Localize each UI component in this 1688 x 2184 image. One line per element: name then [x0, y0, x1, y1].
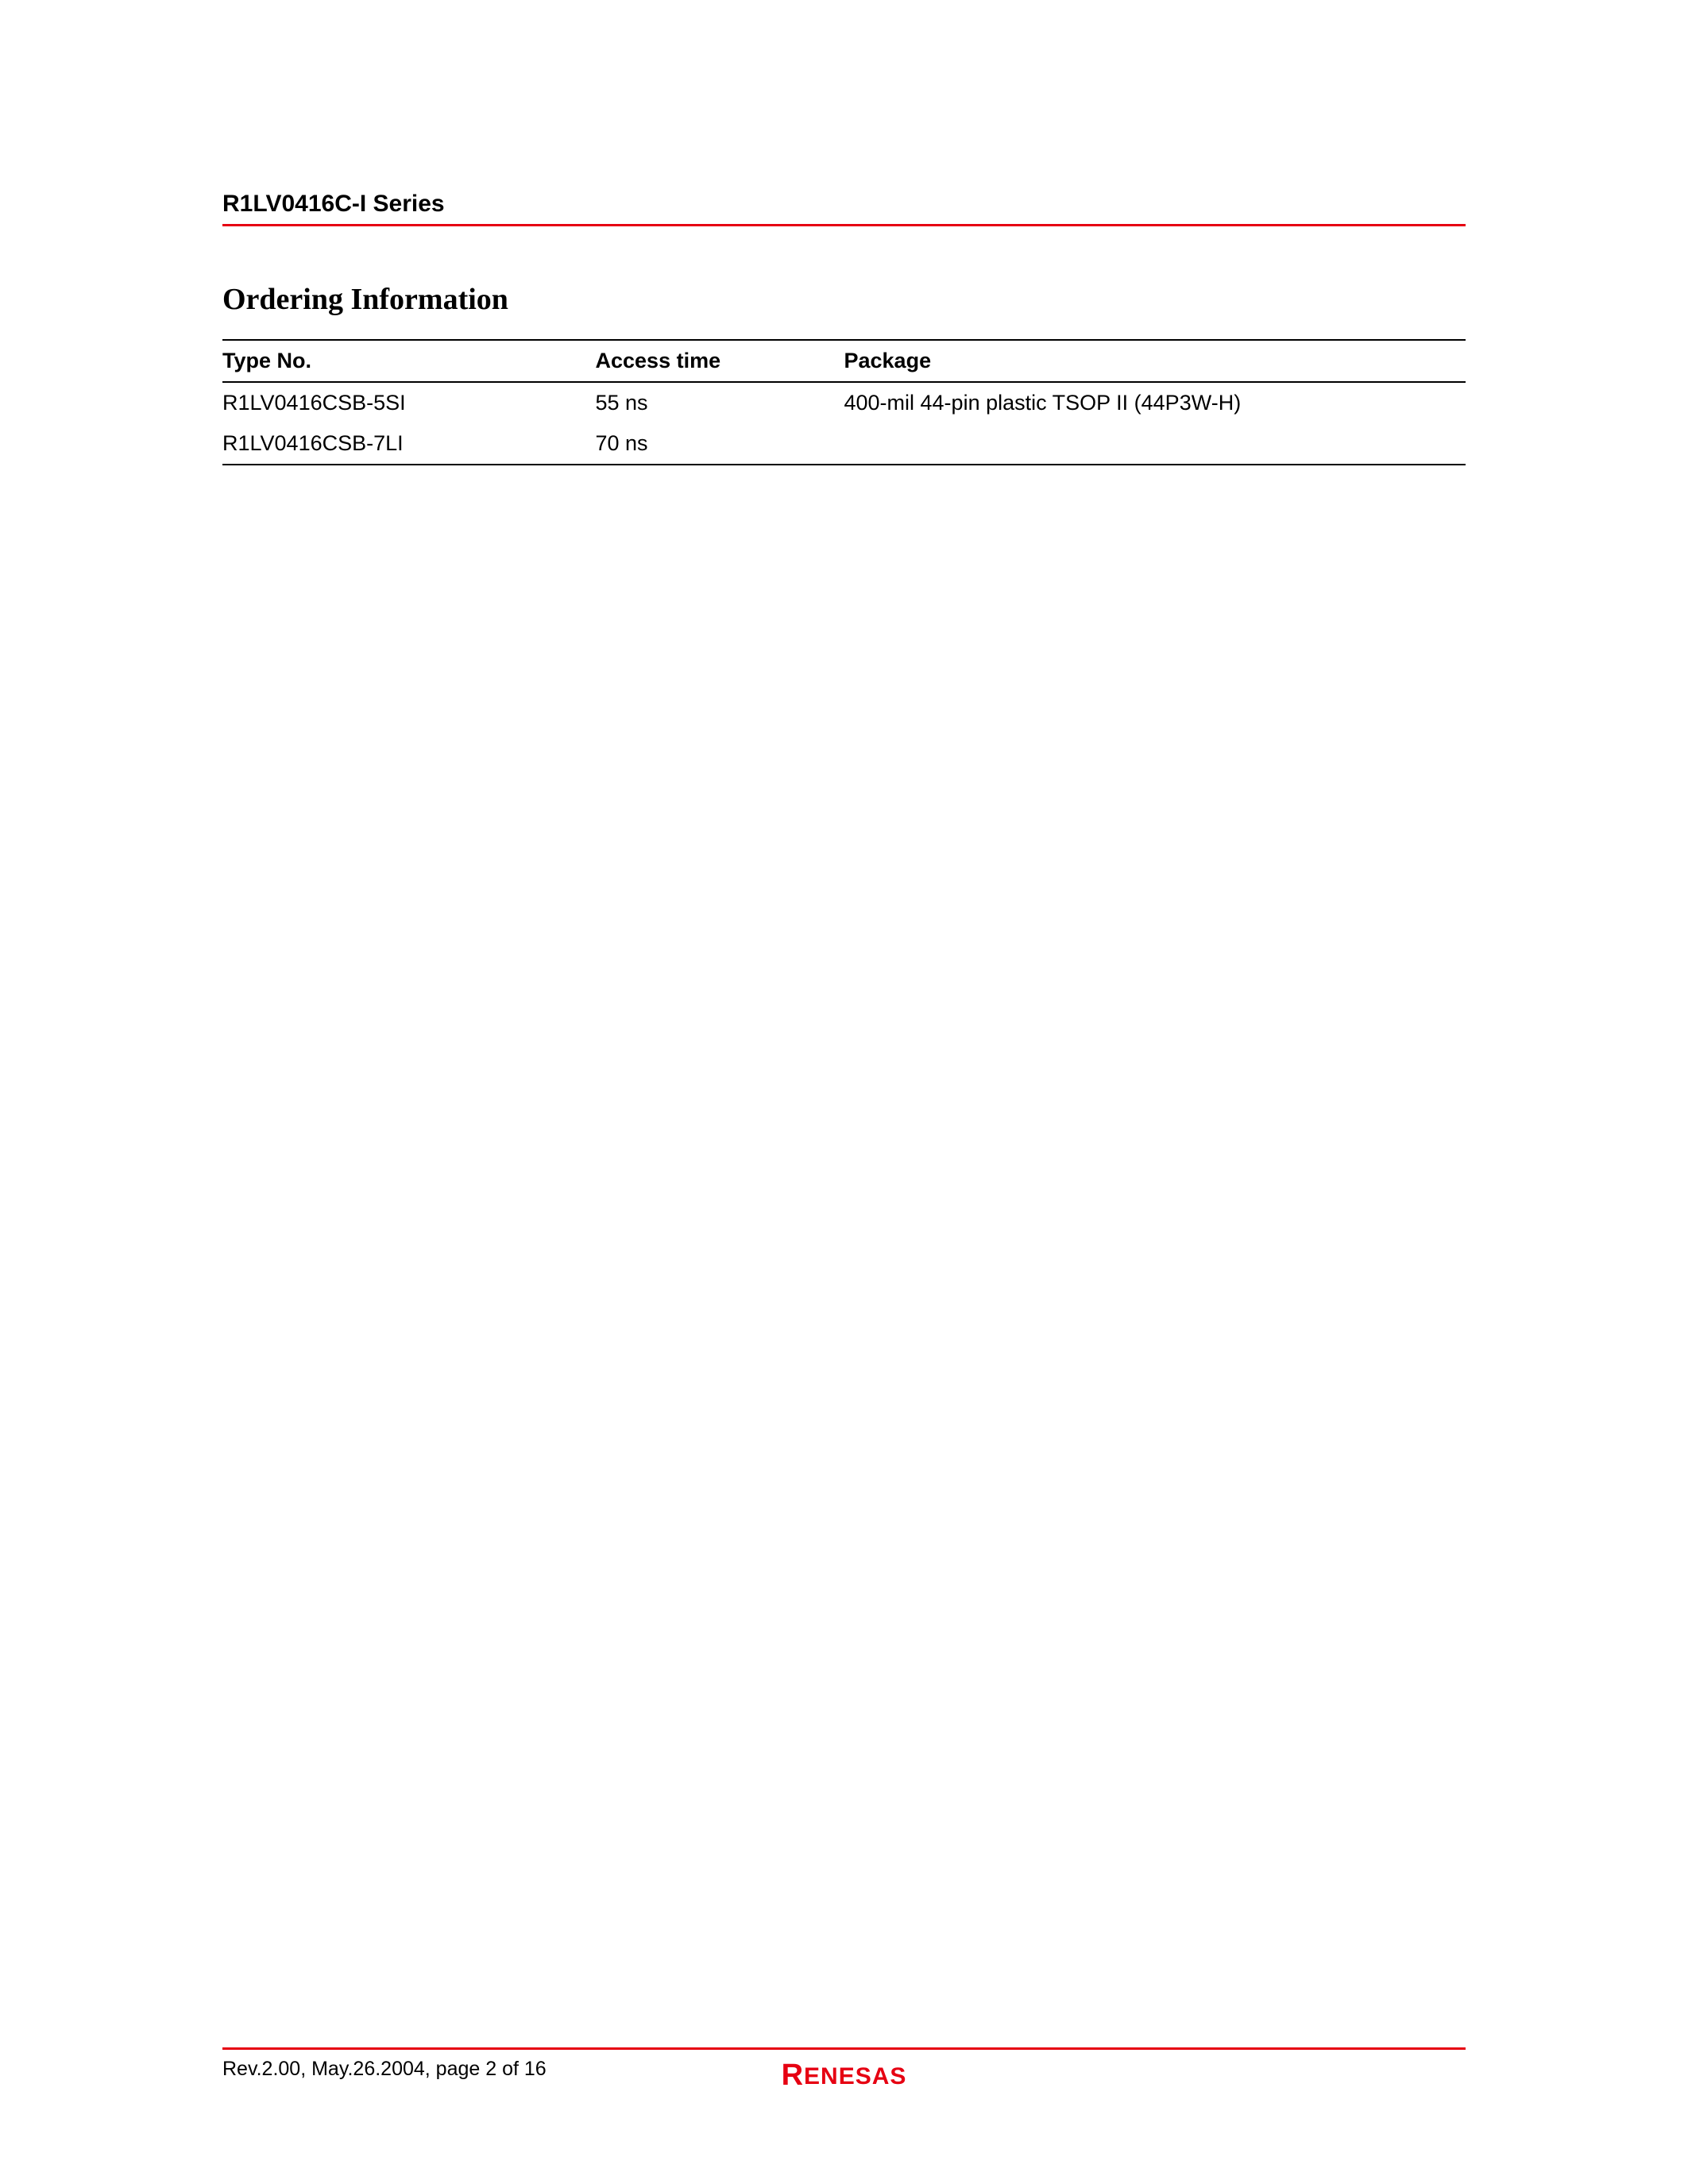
logo-text: RENESAS — [782, 2059, 907, 2093]
page-footer: Rev.2.00, May.26.2004, page 2 of 16 RENE… — [222, 2047, 1466, 2081]
table-row: R1LV0416CSB-5SI 55 ns 400-mil 44-pin pla… — [222, 382, 1466, 423]
page: R1LV0416C-I Series Ordering Information … — [0, 0, 1688, 2184]
ordering-table: Type No. Access time Package R1LV0416CSB… — [222, 339, 1466, 465]
cell-package — [844, 423, 1466, 465]
col-header-type: Type No. — [222, 340, 596, 382]
col-header-access: Access time — [596, 340, 844, 382]
cell-access: 55 ns — [596, 382, 844, 423]
section-heading: Ordering Information — [222, 282, 1466, 317]
renesas-logo: RENESAS — [782, 2059, 907, 2093]
cell-access: 70 ns — [596, 423, 844, 465]
table-header-row: Type No. Access time Package — [222, 340, 1466, 382]
cell-package: 400-mil 44-pin plastic TSOP II (44P3W-H) — [844, 382, 1466, 423]
table-row: R1LV0416CSB-7LI 70 ns — [222, 423, 1466, 465]
series-title: R1LV0416C-I Series — [222, 191, 1466, 222]
footer-rule — [222, 2047, 1466, 2050]
col-header-package: Package — [844, 340, 1466, 382]
header-rule — [222, 224, 1466, 226]
cell-type: R1LV0416CSB-5SI — [222, 382, 596, 423]
cell-type: R1LV0416CSB-7LI — [222, 423, 596, 465]
